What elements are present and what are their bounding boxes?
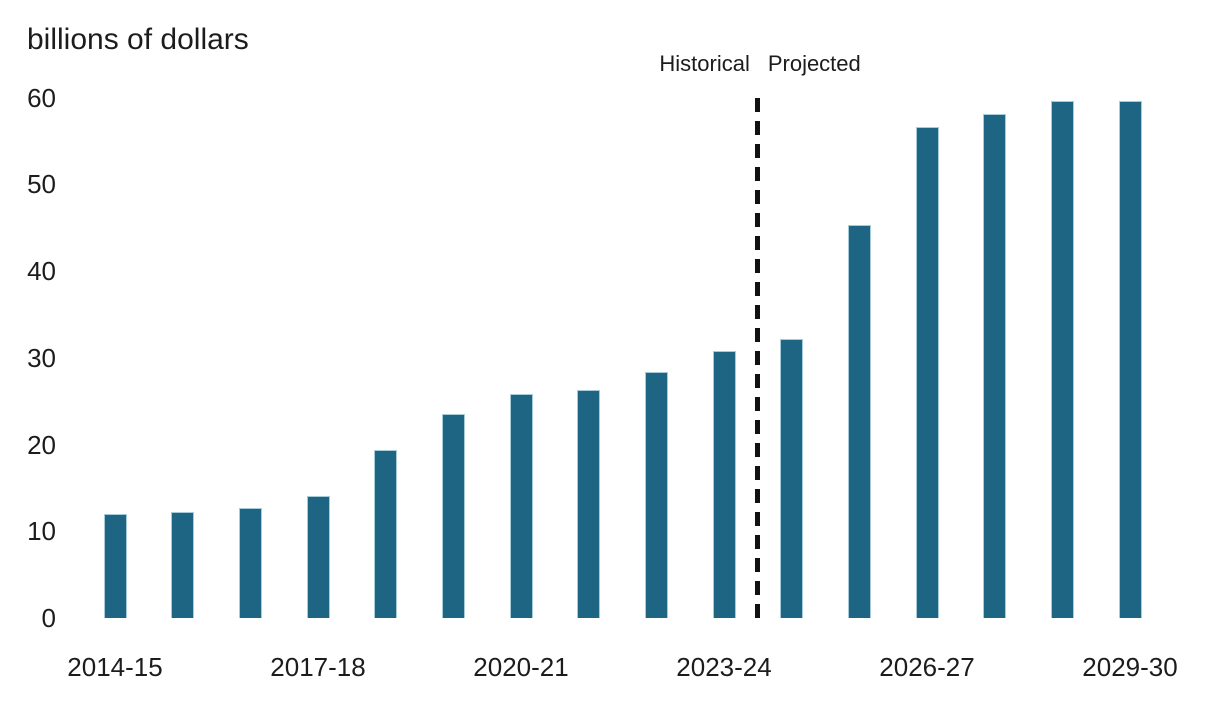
historical-label: Historical <box>659 51 750 76</box>
bar-2024-25 <box>780 338 804 618</box>
historical-projected-divider-line <box>755 98 761 618</box>
bar-2027-28 <box>983 114 1007 618</box>
projected-label: Projected <box>767 51 861 76</box>
bar-2021-22 <box>577 389 601 618</box>
bar-2026-27 <box>915 127 939 618</box>
chart-title: billions of dollars <box>27 23 249 56</box>
y-tick-label: 60 <box>27 82 56 113</box>
bar-2023-24 <box>712 350 736 618</box>
bar-2022-23 <box>644 371 668 618</box>
bar-2016-17 <box>238 507 262 618</box>
y-tick-label: 0 <box>41 603 56 633</box>
bar-2017-18 <box>306 495 330 618</box>
y-tick-label: 40 <box>27 256 56 287</box>
x-tick-label: 2017-18 <box>270 652 366 682</box>
bar-2014-15 <box>103 513 127 618</box>
x-tick-label: 2029-30 <box>1082 652 1178 682</box>
x-tick-label: 2014-15 <box>67 652 163 682</box>
bar-2020-21 <box>509 394 533 618</box>
bar-2029-30 <box>1118 101 1142 618</box>
y-tick-label: 10 <box>27 516 56 547</box>
x-tick-label: 2020-21 <box>473 652 569 682</box>
x-tick-label: 2026-27 <box>879 652 975 682</box>
bar-2019-20 <box>441 414 465 618</box>
y-tick-label: 20 <box>27 429 56 460</box>
y-tick-label: 50 <box>27 169 56 200</box>
bar-2018-19 <box>374 449 398 618</box>
bar-2025-26 <box>847 225 871 618</box>
bar-2028-29 <box>1050 101 1074 618</box>
x-tick-label: 2023-24 <box>676 652 772 682</box>
bar-2015-16 <box>171 512 195 618</box>
y-tick-label: 30 <box>27 342 56 373</box>
